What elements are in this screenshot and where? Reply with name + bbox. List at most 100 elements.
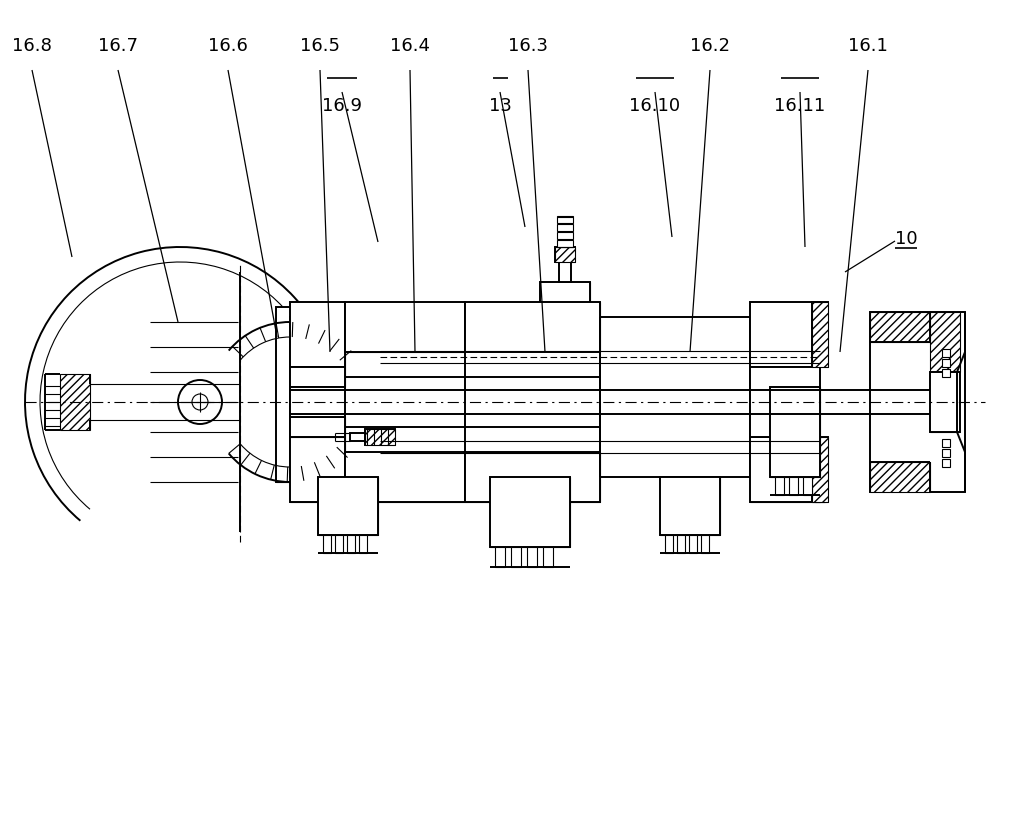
Bar	[490, 477, 570, 547]
Bar	[350, 433, 365, 441]
Bar	[60, 374, 90, 430]
Bar	[290, 302, 345, 367]
Text: 16.5: 16.5	[300, 37, 340, 55]
Bar	[750, 302, 820, 367]
Bar	[942, 449, 950, 457]
Bar	[290, 437, 345, 502]
Bar	[318, 477, 378, 535]
Bar	[290, 317, 750, 477]
Bar	[559, 262, 571, 282]
Bar	[557, 232, 573, 239]
Bar	[815, 479, 825, 486]
Bar	[276, 307, 298, 482]
Bar	[815, 487, 825, 494]
Bar	[775, 477, 784, 495]
Text: 10: 10	[895, 230, 917, 248]
Circle shape	[192, 394, 208, 410]
Bar	[665, 535, 673, 553]
Bar	[465, 302, 600, 352]
Bar	[870, 312, 930, 342]
Bar	[323, 535, 331, 553]
Bar	[359, 535, 367, 553]
Bar	[465, 352, 600, 452]
Text: 16.1: 16.1	[848, 37, 888, 55]
Bar	[540, 282, 590, 317]
Bar	[815, 326, 825, 333]
Text: 16.7: 16.7	[98, 37, 138, 55]
Bar	[290, 302, 345, 367]
Bar	[290, 387, 345, 417]
Bar	[930, 312, 960, 372]
Circle shape	[178, 380, 222, 424]
Bar	[290, 417, 345, 437]
Bar	[543, 547, 553, 567]
Text: 16.2: 16.2	[690, 37, 730, 55]
Bar	[689, 535, 697, 553]
Bar	[870, 312, 965, 492]
Text: 16.10: 16.10	[630, 97, 680, 115]
Bar	[942, 359, 950, 367]
Bar	[812, 302, 828, 367]
Text: 13: 13	[488, 97, 512, 115]
Bar	[660, 477, 720, 535]
Bar	[660, 477, 720, 535]
Bar	[555, 247, 575, 262]
Bar	[365, 429, 395, 445]
Text: 16.8: 16.8	[12, 37, 51, 55]
Bar	[490, 477, 570, 547]
Bar	[701, 535, 709, 553]
Bar	[527, 547, 537, 567]
Bar	[290, 367, 345, 387]
Text: 16.11: 16.11	[774, 97, 825, 115]
Bar	[815, 471, 825, 478]
Bar	[335, 535, 343, 553]
Bar	[803, 477, 812, 495]
Bar	[557, 216, 573, 223]
Bar	[815, 342, 825, 349]
Bar	[750, 437, 820, 502]
Bar	[557, 240, 573, 247]
Bar	[290, 417, 345, 437]
Bar	[557, 224, 573, 231]
Bar	[345, 452, 465, 502]
Bar	[347, 535, 355, 553]
Text: 16.4: 16.4	[390, 37, 430, 55]
Bar	[942, 369, 950, 377]
Bar	[870, 462, 930, 492]
Bar	[815, 350, 825, 357]
Bar	[750, 367, 820, 437]
Bar	[750, 302, 820, 367]
Bar	[750, 437, 820, 502]
Bar	[465, 452, 600, 502]
Bar	[276, 307, 298, 482]
Bar	[345, 452, 465, 502]
Text: 16.6: 16.6	[208, 37, 248, 55]
Bar	[770, 387, 820, 477]
Bar	[290, 367, 345, 387]
Bar	[677, 535, 685, 553]
Text: 16.9: 16.9	[322, 97, 362, 115]
Bar	[540, 282, 590, 317]
Bar	[942, 349, 950, 357]
Bar	[770, 387, 820, 477]
Bar	[812, 302, 828, 367]
Bar	[495, 547, 504, 567]
Bar	[812, 437, 828, 502]
Bar	[812, 437, 828, 502]
Bar	[465, 302, 600, 352]
Bar	[930, 372, 960, 432]
Bar	[789, 477, 798, 495]
Text: 16.3: 16.3	[508, 37, 548, 55]
Bar	[815, 495, 825, 502]
Bar	[318, 477, 378, 535]
Bar	[345, 302, 465, 352]
Bar	[345, 302, 465, 352]
Bar	[942, 459, 950, 467]
Bar	[555, 247, 575, 262]
Bar	[815, 334, 825, 341]
Bar	[511, 547, 521, 567]
Bar	[465, 452, 600, 502]
Bar	[942, 439, 950, 447]
Bar	[290, 437, 345, 502]
Bar	[365, 429, 395, 445]
